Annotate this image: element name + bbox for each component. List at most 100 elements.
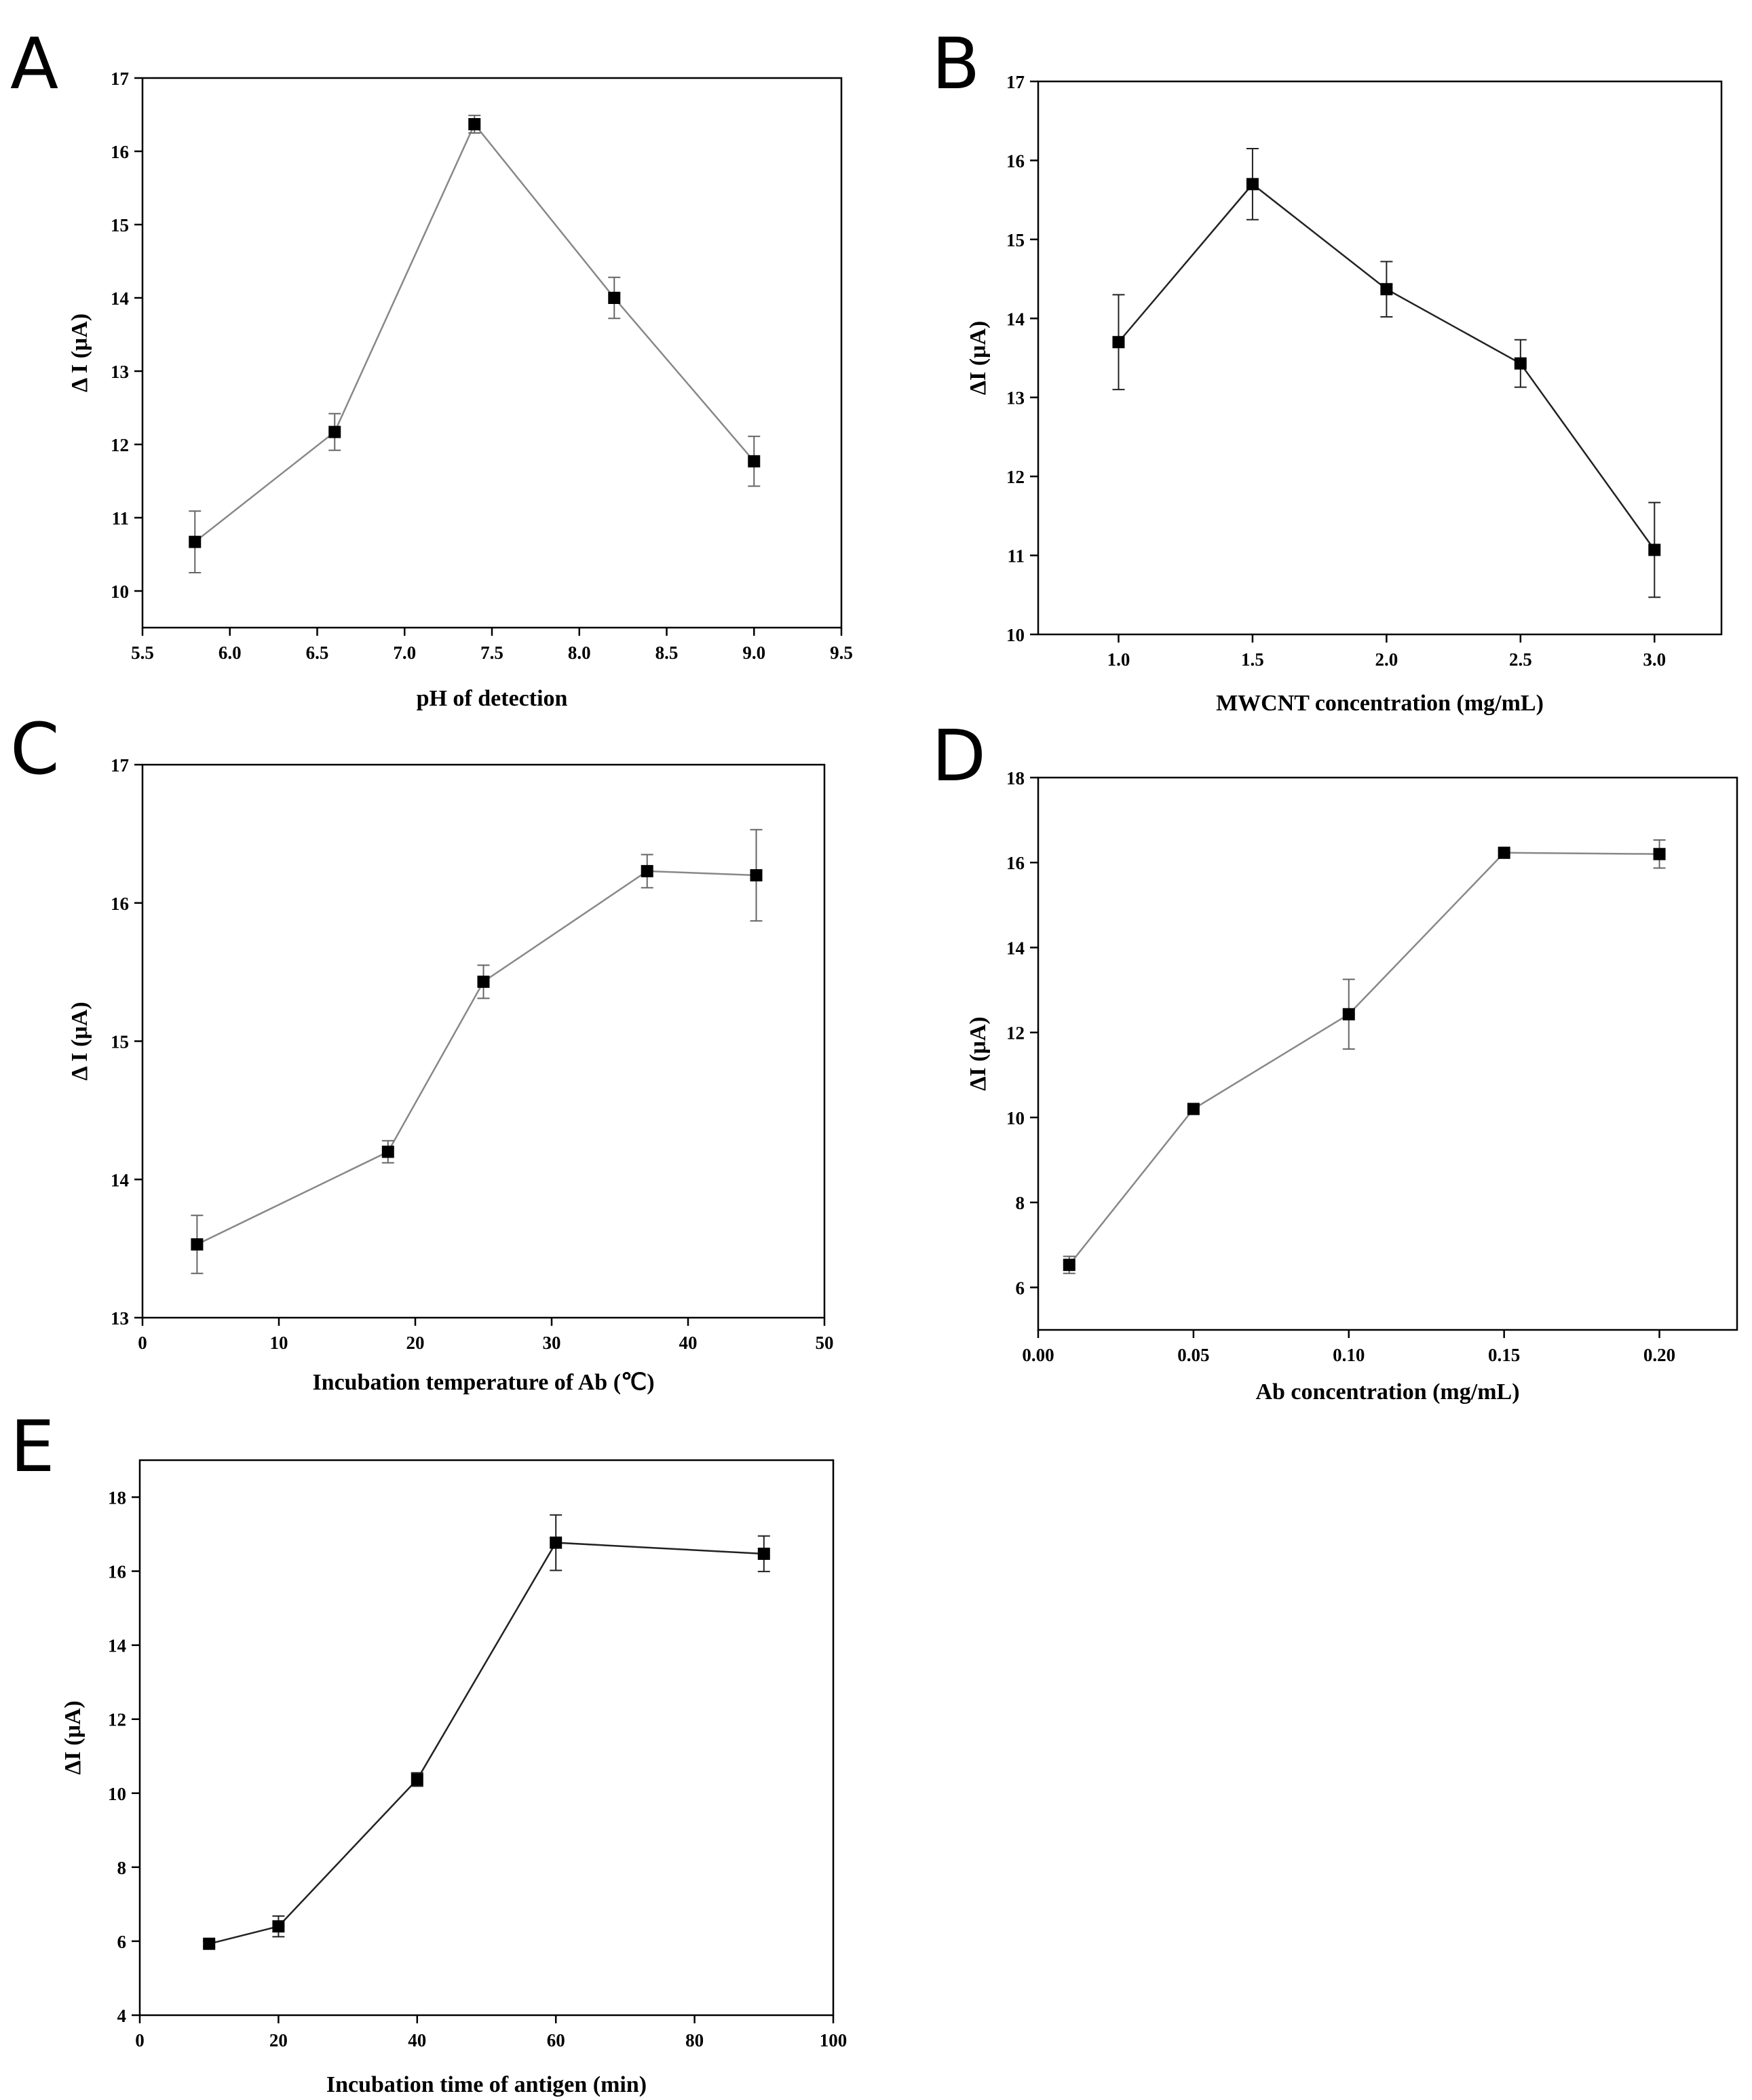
data-point [1498, 846, 1510, 859]
data-point [1246, 178, 1259, 191]
x-axis-title: Ab concentration (mg/mL) [1255, 1379, 1519, 1405]
y-tick-label: 13 [1006, 388, 1025, 408]
panel-letter: A [10, 22, 58, 105]
x-tick-label: 6.5 [306, 643, 329, 663]
y-tick-label: 18 [1006, 768, 1025, 788]
x-tick-label: 6.0 [218, 643, 242, 663]
x-tick-label: 40 [408, 2030, 426, 2050]
y-tick-label: 11 [111, 508, 129, 529]
y-tick-label: 10 [111, 581, 129, 602]
x-tick-label: 9.5 [830, 643, 853, 663]
data-point [189, 535, 202, 548]
y-tick-label: 12 [1006, 467, 1025, 487]
data-point [1653, 847, 1666, 860]
plot-frame [138, 1459, 835, 2017]
x-tick-label: 20 [269, 2030, 288, 2050]
x-tick-label: 40 [679, 1333, 698, 1353]
x-tick-label: 5.5 [131, 643, 154, 663]
y-tick-label: 15 [111, 215, 129, 235]
y-tick-label: 11 [1007, 546, 1025, 567]
data-point [608, 292, 621, 304]
y-axis-title: Δ I (μA) [67, 313, 92, 392]
y-tick-label: 14 [111, 288, 129, 309]
y-tick-label: 12 [108, 1710, 126, 1730]
plot-frame [1037, 80, 1723, 636]
data-point [641, 864, 653, 877]
y-tick-label: 4 [117, 2006, 127, 2026]
data-point [477, 975, 490, 988]
plot-frame [1037, 776, 1738, 1331]
x-axis-title: pH of detection [417, 686, 568, 711]
y-tick-label: 16 [108, 1562, 126, 1582]
data-point [411, 1773, 423, 1786]
x-axis-title: MWCNT concentration (mg/mL) [1216, 691, 1544, 716]
data-point [1380, 283, 1393, 296]
y-axis-title: ΔI (μA) [966, 321, 991, 396]
panel-letter: B [932, 22, 980, 105]
y-tick-label: 15 [111, 1032, 129, 1052]
x-tick-label: 8.0 [568, 643, 591, 663]
x-tick-label: 9.0 [742, 643, 765, 663]
data-point [191, 1238, 204, 1251]
x-tick-label: 2.5 [1509, 649, 1532, 670]
y-axis-title: ΔI (μA) [60, 1700, 85, 1775]
x-tick-label: 10 [270, 1333, 288, 1353]
x-tick-label: 1.5 [1241, 649, 1264, 670]
panel-a: A 5.5 6.0 6.5 7.0 7.5 8.0 8.5 9.0 9.5 10 11 12 13 14 15… [10, 22, 853, 711]
y-tick-label: 10 [108, 1784, 126, 1804]
x-tick-label: 0.15 [1488, 1345, 1520, 1365]
data-point [468, 118, 481, 131]
x-tick-label: 3.0 [1643, 649, 1666, 670]
y-tick-label: 13 [111, 1308, 129, 1329]
data-point [1648, 543, 1661, 556]
y-tick-label: 17 [111, 755, 129, 776]
y-tick-label: 14 [108, 1636, 126, 1656]
x-tick-label: 2.0 [1375, 649, 1398, 670]
x-tick-label: 60 [547, 2030, 565, 2050]
data-point [748, 455, 761, 467]
y-tick-label: 8 [117, 1858, 127, 1878]
y-tick-label: 12 [1006, 1023, 1025, 1044]
data-point [757, 1547, 770, 1560]
x-tick-label: 8.5 [655, 643, 679, 663]
y-tick-label: 14 [1006, 938, 1025, 958]
data-point [328, 425, 341, 438]
x-tick-label: 50 [816, 1333, 834, 1353]
y-tick-label: 8 [1016, 1193, 1025, 1213]
x-tick-label: 80 [685, 2030, 704, 2050]
y-axis-title: ΔI (μA) [966, 1016, 991, 1091]
data-point [1063, 1259, 1075, 1272]
panel-c: C 0 10 20 30 40 50 13 14 15 16 17 Incubation tempera… [10, 708, 834, 1395]
panel-letter: C [10, 708, 60, 790]
y-tick-label: 16 [111, 894, 129, 914]
x-tick-label: 0.10 [1333, 1345, 1365, 1365]
panel-e: E 0 20 40 60 80 100 4 6 8 10 12 14 16 18 Incubation tim… [10, 1405, 847, 2097]
y-tick-label: 14 [111, 1170, 129, 1190]
y-axis-title: Δ I (μA) [67, 1001, 92, 1080]
x-tick-label: 7.0 [393, 643, 416, 663]
panel-letter: D [932, 714, 986, 797]
x-tick-label: 1.0 [1107, 649, 1130, 670]
data-point [550, 1536, 563, 1549]
data-point [750, 869, 763, 881]
x-tick-label: 0.20 [1643, 1345, 1675, 1365]
x-tick-label: 0.00 [1022, 1345, 1054, 1365]
data-point [272, 1920, 285, 1933]
x-axis-title: Incubation temperature of Ab (℃) [312, 1370, 654, 1395]
x-tick-label: 0.05 [1177, 1345, 1209, 1365]
y-tick-label: 16 [1006, 151, 1025, 171]
y-tick-label: 17 [111, 69, 129, 89]
x-tick-label: 7.5 [480, 643, 503, 663]
panel-d: D 0.00 0.05 0.10 0.15 0.20 6 8 10 12 14 16 18 Ab conc… [932, 714, 1738, 1405]
data-point [1112, 336, 1125, 349]
x-tick-label: 0 [135, 2030, 145, 2050]
data-point [1514, 357, 1527, 370]
x-axis-title: Incubation time of antigen (min) [326, 2072, 647, 2097]
x-tick-label: 30 [543, 1333, 561, 1353]
y-tick-label: 16 [111, 142, 129, 162]
data-point [381, 1145, 394, 1158]
y-tick-label: 17 [1006, 72, 1025, 92]
y-tick-label: 15 [1006, 230, 1025, 250]
data-point [1187, 1103, 1200, 1115]
